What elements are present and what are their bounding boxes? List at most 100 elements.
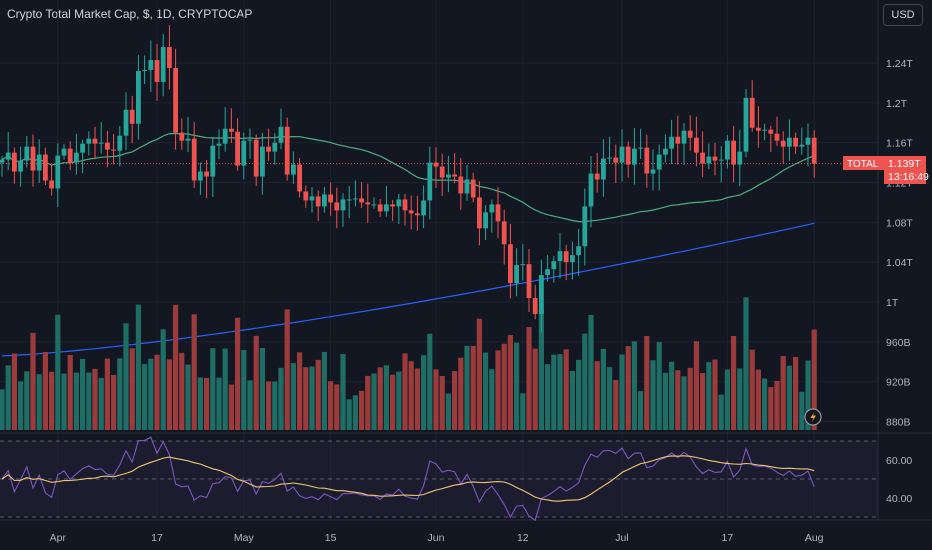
candle-body — [477, 197, 482, 229]
volume-bar — [148, 358, 154, 430]
volume-bar — [811, 329, 817, 430]
volume-bar — [786, 365, 792, 430]
candle-body — [167, 47, 172, 68]
candle-body — [743, 97, 749, 152]
volume-bar — [749, 349, 755, 430]
candle-body — [74, 152, 79, 163]
price-tick-label: 1.24T — [886, 58, 913, 70]
volume-bar — [241, 350, 247, 430]
volume-bar — [396, 371, 402, 430]
price-axis[interactable]: 1.24T1.2T1.16T1.12T1.08T1.04T1T960B920B8… — [886, 58, 913, 429]
volume-bar — [669, 361, 675, 430]
candle-body — [92, 138, 98, 144]
candle-body — [129, 109, 135, 124]
candle-body — [390, 204, 395, 207]
candle-body — [446, 174, 451, 178]
candle-body — [43, 154, 48, 181]
volume-bar — [706, 362, 712, 430]
volume-bar — [687, 367, 693, 430]
volume-bar — [501, 343, 507, 430]
candle-body — [235, 131, 240, 166]
volume-bar — [359, 390, 365, 430]
volume-bar — [569, 370, 575, 430]
candle-body — [687, 130, 693, 138]
candle-body — [123, 109, 129, 136]
volume-bar — [470, 345, 476, 430]
price-tag-symbol-box — [843, 156, 884, 170]
candle-body — [247, 139, 253, 141]
volume-bar — [594, 361, 600, 430]
volume-bar — [24, 371, 30, 430]
volume-bar — [445, 393, 451, 430]
volume-bar — [129, 348, 135, 430]
candle-body — [650, 169, 656, 174]
volume-bar — [805, 360, 811, 430]
candle-body — [811, 137, 817, 164]
candle-body — [61, 148, 67, 156]
candle-body — [328, 194, 333, 203]
volume-bar — [142, 363, 148, 430]
candle-body — [396, 199, 402, 207]
volume-bar — [18, 381, 24, 430]
candle-body — [644, 147, 650, 174]
volume-bar — [520, 393, 526, 430]
volume-bar — [762, 378, 768, 430]
candle-body — [539, 275, 544, 314]
currency-button[interactable]: USD — [883, 4, 923, 26]
volume-bar — [551, 354, 557, 430]
volume-bar — [532, 348, 538, 430]
price-tick-label: 1T — [886, 297, 899, 309]
volume-bar — [737, 368, 743, 430]
volume-bar — [712, 359, 718, 430]
candle-body — [582, 206, 588, 247]
candle-body — [179, 132, 185, 141]
candle-body — [532, 298, 538, 314]
candle-body — [173, 67, 178, 133]
volume-bar — [768, 387, 774, 430]
ma-short-line — [1, 133, 815, 223]
time-tick-label: Aug — [805, 532, 824, 544]
volume-bar — [755, 369, 761, 430]
candle-body — [607, 157, 612, 159]
candle-body — [340, 199, 346, 211]
time-axis[interactable]: Apr 17 May 15 Jun 12 Jul 17 Aug — [50, 532, 824, 544]
volume-bar — [67, 355, 73, 430]
volume-bar — [154, 354, 160, 430]
candle-body — [111, 149, 116, 151]
volume-bar — [247, 380, 253, 430]
time-tick-label: Jun — [428, 532, 445, 544]
candle-body — [353, 198, 358, 200]
volume-bar — [42, 351, 48, 430]
volume-bar — [55, 314, 61, 430]
candle-body — [309, 196, 315, 201]
candle-body — [334, 202, 340, 211]
price-tag-countdown: 13:16:49 — [888, 171, 929, 183]
candle-body — [625, 146, 631, 165]
price-tick-label: 920B — [886, 377, 911, 389]
volume-bar — [98, 378, 104, 430]
volume-bar — [197, 377, 203, 430]
candle-body — [365, 202, 371, 205]
candle-body — [433, 162, 439, 167]
volume-bar — [538, 310, 544, 430]
volume-bar — [30, 332, 36, 430]
volume-bar — [724, 369, 730, 430]
candle-body — [756, 127, 761, 131]
volume-bar — [495, 350, 501, 430]
rsi-panel: 60.00 40.00 — [0, 436, 912, 522]
candle-body — [514, 265, 519, 284]
lightning-icon[interactable] — [804, 408, 822, 426]
candle-body — [229, 128, 234, 132]
candle-body — [30, 146, 36, 171]
candle-body — [663, 148, 668, 155]
candle-body — [526, 264, 532, 299]
volume-bar — [433, 369, 439, 430]
volume-bar — [321, 351, 327, 430]
volume-bar — [650, 360, 656, 430]
volume-bar — [458, 357, 464, 430]
volume-bar — [135, 304, 141, 430]
candle-body — [613, 157, 619, 163]
candle-body — [427, 162, 433, 201]
candle-body — [656, 154, 662, 170]
